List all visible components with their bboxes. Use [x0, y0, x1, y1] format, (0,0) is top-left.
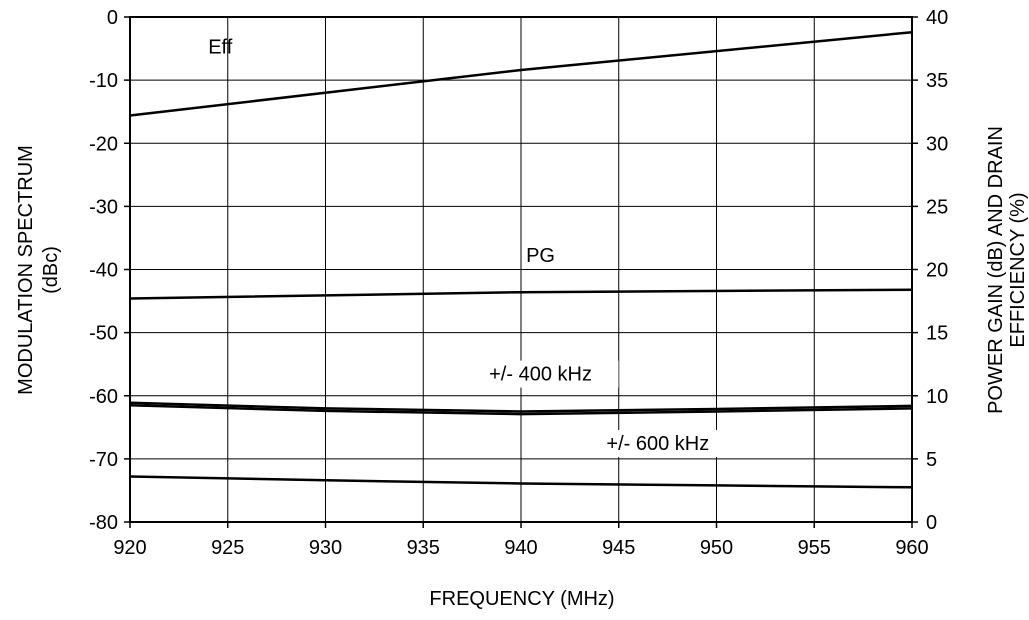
- x-tick-label: 960: [895, 537, 928, 559]
- tick-labels: 920 925 930 935 940 945 950 955 960 0 40 -10 35 -20 30…: [89, 7, 948, 559]
- y-left-tick-label: -30: [89, 196, 118, 218]
- y-right-tick-label: 25: [926, 196, 948, 218]
- series-label-mask: [462, 360, 619, 388]
- series-line-4: [129, 475, 913, 489]
- series-label: +/- 600 kHz: [606, 433, 709, 455]
- y-right-tick-label: 0: [926, 512, 937, 534]
- series-label: PG: [526, 245, 555, 267]
- series-line-1: [129, 288, 913, 300]
- left-axis-title-line-1: MODULATION SPECTRUM: [15, 145, 37, 395]
- y-right-tick-label: 30: [926, 133, 948, 155]
- x-tick-label: 920: [113, 537, 146, 559]
- series-label: Eff: [208, 37, 233, 59]
- left-axis-title: MODULATION SPECTRUM (dBc): [15, 145, 62, 395]
- series-line-0: [129, 30, 913, 117]
- y-left-tick-label: -50: [89, 323, 118, 345]
- y-left-tick-label: -10: [89, 70, 118, 92]
- series-line-3: [129, 403, 913, 416]
- right-axis-title: POWER GAIN (dB) AND DRAIN EFFICIENCY (%): [985, 126, 1029, 414]
- series-lines: [129, 30, 913, 489]
- left-axis-title-line-2: (dBc): [40, 246, 62, 294]
- series-label: +/- 400 kHz: [489, 364, 592, 386]
- x-axis-title: FREQUENCY (MHz): [429, 588, 614, 610]
- right-axis-title-line-2: EFFICIENCY (%): [1007, 192, 1029, 347]
- y-right-tick-label: 5: [926, 449, 937, 471]
- y-right-tick-label: 35: [926, 70, 948, 92]
- x-tick-label: 935: [407, 537, 440, 559]
- y-left-tick-label: -60: [89, 386, 118, 408]
- plot-frame: [129, 16, 913, 523]
- y-right-tick-label: 20: [926, 260, 948, 282]
- curve-labels: Eff PG +/- 400 kHz +/- 600 kHz: [208, 37, 736, 458]
- x-tick-label: 925: [211, 537, 244, 559]
- series-label-mask: [579, 430, 736, 458]
- y-left-tick-label: -20: [89, 133, 118, 155]
- x-tick-label: 955: [798, 537, 831, 559]
- x-tick-label: 930: [309, 537, 342, 559]
- x-tick-label: 940: [504, 537, 537, 559]
- y-left-tick-label: -70: [89, 449, 118, 471]
- grid-lines: [130, 17, 912, 522]
- y-left-tick-label: -80: [89, 512, 118, 534]
- right-axis-title-line-1: POWER GAIN (dB) AND DRAIN: [985, 126, 1007, 414]
- y-right-tick-label: 10: [926, 386, 948, 408]
- x-tick-label: 950: [700, 537, 733, 559]
- y-right-tick-label: 15: [926, 323, 948, 345]
- axes: [124, 16, 918, 528]
- y-left-tick-label: -40: [89, 260, 118, 282]
- x-tick-label: 945: [602, 537, 635, 559]
- y-left-tick-label: 0: [107, 7, 118, 29]
- series-line-2: [129, 401, 913, 413]
- series-label-mask: [523, 241, 558, 269]
- y-right-tick-label: 40: [926, 7, 948, 29]
